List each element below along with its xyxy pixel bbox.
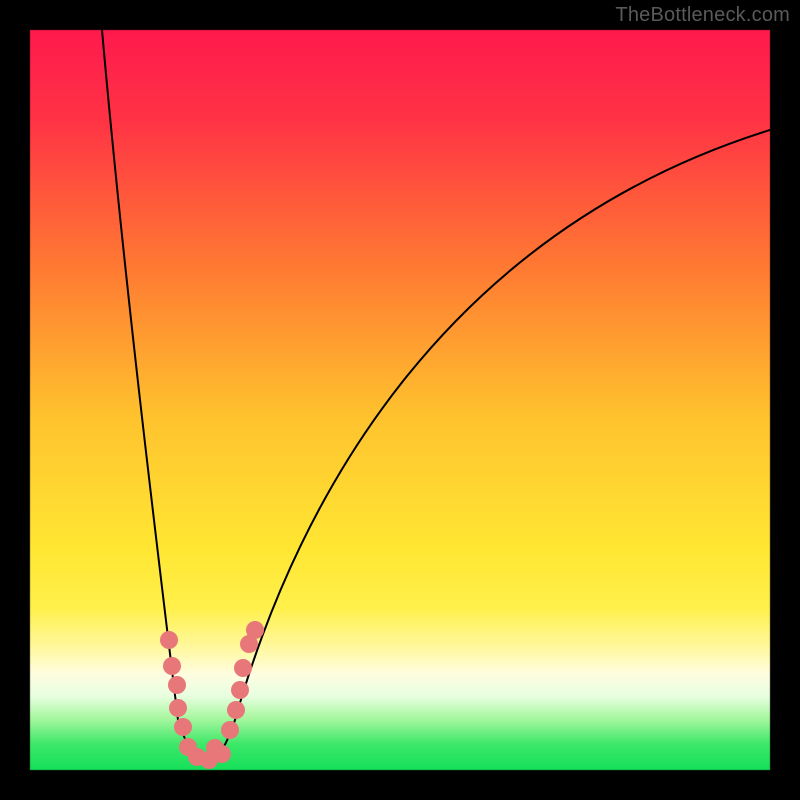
source-watermark: TheBottleneck.com xyxy=(615,4,790,27)
gradient-plot-area xyxy=(0,0,800,800)
chart-root: TheBottleneck.com xyxy=(0,0,800,800)
